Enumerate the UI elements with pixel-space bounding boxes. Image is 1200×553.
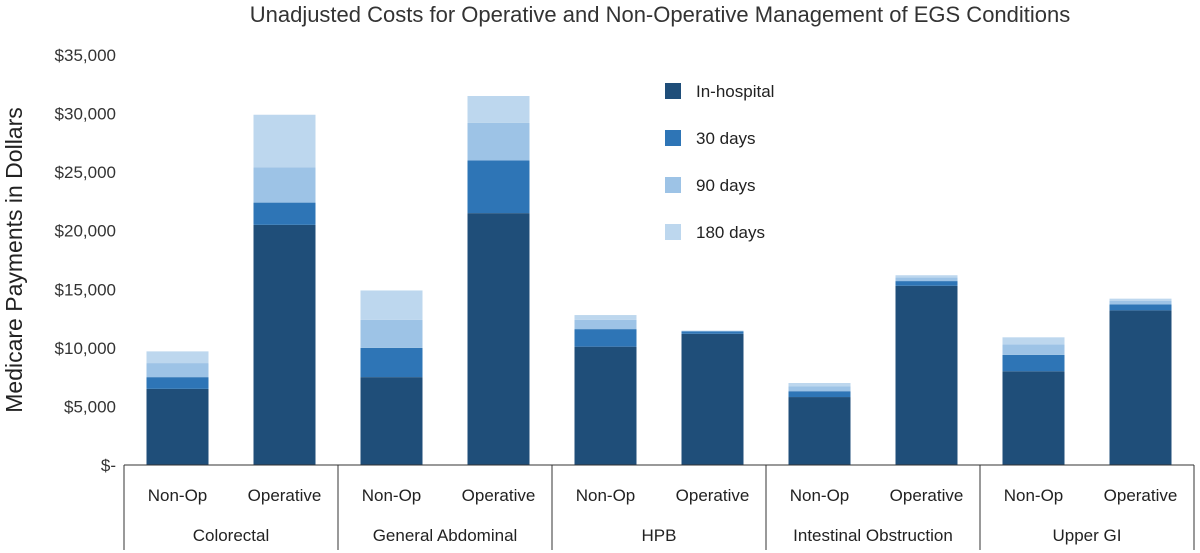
bar-segment (1109, 298, 1172, 301)
bar-segment (360, 347, 423, 378)
y-axis-label: Medicare Payments in Dollars (1, 107, 27, 413)
x-group-label: Colorectal (193, 526, 270, 545)
x-subcategory-label: Non-Op (148, 486, 208, 505)
x-axis: Non-Op Operative Colorectal Non-Op Operative… (123, 464, 1195, 550)
bar-segment (253, 224, 316, 465)
bar-segment (788, 391, 851, 398)
bar-segment (1002, 371, 1065, 465)
x-subcategory-label: Non-Op (576, 486, 636, 505)
bar-segment (253, 114, 316, 168)
bar-segment (467, 213, 530, 465)
legend-swatch (665, 130, 681, 146)
legend: In-hospital 30 days 90 days 180 days (665, 82, 774, 242)
bar-segment (360, 290, 423, 320)
x-subcategory-label: Non-Op (1004, 486, 1064, 505)
bar-segment (1109, 301, 1172, 305)
y-tick-label: $35,000 (55, 46, 116, 65)
bar-segment (467, 122, 530, 161)
y-tick-label: $30,000 (55, 105, 116, 124)
x-subcategory-label: Operative (890, 486, 964, 505)
chart-title: Unadjusted Costs for Operative and Non-O… (250, 2, 1071, 27)
legend-label: In-hospital (696, 82, 774, 101)
bar-segment (895, 277, 958, 282)
x-subcategory-label: Operative (462, 486, 536, 505)
bar-segment (1002, 337, 1065, 345)
legend-label: 30 days (696, 129, 756, 148)
bar-segment (1109, 310, 1172, 465)
y-tick-label: $15,000 (55, 280, 116, 299)
bar-segment (467, 160, 530, 214)
bar-segment (1002, 354, 1065, 372)
bar-segment (360, 377, 423, 465)
x-subcategory-label: Non-Op (790, 486, 850, 505)
bar-segment (895, 275, 958, 278)
bar-segment (574, 329, 637, 347)
bar-segment (788, 383, 851, 387)
bar-segment (681, 330, 744, 332)
bar-segment (895, 281, 958, 286)
bar-segment (467, 96, 530, 123)
x-subcategory-label: Operative (676, 486, 750, 505)
legend-label: 90 days (696, 176, 756, 195)
bar-segment (146, 363, 209, 378)
y-tick-label: $- (101, 456, 116, 475)
bar-segment (788, 397, 851, 465)
legend-swatch (665, 177, 681, 193)
x-subcategory-label: Non-Op (362, 486, 422, 505)
bar-segment (146, 388, 209, 465)
x-group-label: HPB (642, 526, 677, 545)
bar-segment (681, 331, 744, 334)
bar-segment (360, 319, 423, 348)
bar-segment (574, 319, 637, 330)
bar-segment (1002, 344, 1065, 355)
bar-segment (574, 346, 637, 465)
x-group-label: Intestinal Obstruction (793, 526, 953, 545)
x-subcategory-label: Operative (248, 486, 322, 505)
bar-segment (895, 285, 958, 465)
legend-swatch (665, 83, 681, 99)
bar-segment (681, 333, 744, 465)
x-subcategory-label: Operative (1104, 486, 1178, 505)
bar-segment (253, 202, 316, 225)
y-tick-label: $10,000 (55, 339, 116, 358)
bar-segment (1109, 304, 1172, 311)
bar-segment (788, 386, 851, 392)
y-tick-label: $20,000 (55, 222, 116, 241)
y-tick-label: $5,000 (64, 397, 116, 416)
bar-segment (574, 315, 637, 320)
legend-label: 180 days (696, 223, 765, 242)
bar-segment (146, 351, 209, 364)
legend-swatch (665, 224, 681, 240)
bar-segment (253, 167, 316, 203)
bar-segment (146, 377, 209, 389)
x-group-label: Upper GI (1053, 526, 1122, 545)
x-group-label: General Abdominal (373, 526, 518, 545)
bars (146, 96, 1172, 465)
y-tick-label: $25,000 (55, 163, 116, 182)
y-axis: $- $5,000 $10,000 $15,000 $20,000 $25,000 $30,… (55, 46, 116, 475)
